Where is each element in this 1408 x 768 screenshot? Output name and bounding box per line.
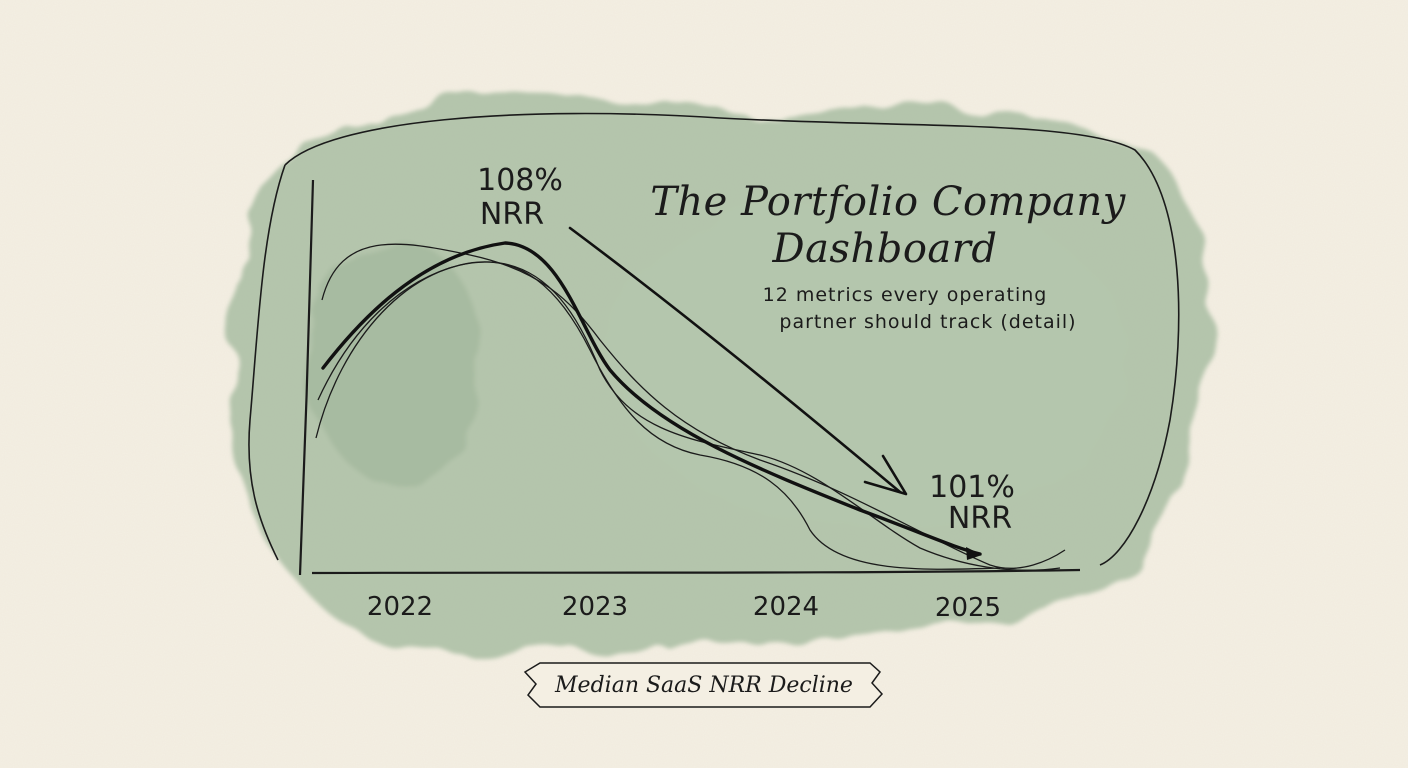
peak-metric-label: NRR xyxy=(480,197,544,232)
chart-title-line2: Dashboard xyxy=(772,226,998,272)
watercolor-wash xyxy=(224,97,1208,658)
sketch-line-3 xyxy=(315,261,1061,571)
chart-title: The Portfolio Company xyxy=(650,179,1127,225)
x-tick-2022: 2022 xyxy=(367,592,433,622)
chart-caption: Median SaaS NRR Decline xyxy=(554,673,853,698)
caption-banner xyxy=(523,662,884,708)
sketch-frame xyxy=(248,112,1180,566)
series-line-median-nrr xyxy=(321,241,982,556)
x-axis xyxy=(311,568,1081,575)
sketch-line-1 xyxy=(321,243,1066,569)
y-axis xyxy=(298,179,315,576)
end-value-label: 101% xyxy=(929,470,1015,505)
x-tick-2025: 2025 xyxy=(935,593,1001,623)
chart-subtitle-line1: 12 metrics every operating xyxy=(763,284,1048,306)
end-metric-label: NRR xyxy=(948,501,1012,536)
trend-arrow xyxy=(568,226,902,494)
x-tick-2024: 2024 xyxy=(753,592,819,622)
series-arrowhead xyxy=(966,547,982,560)
trend-arrowhead xyxy=(863,454,908,496)
peak-value-label: 108% xyxy=(477,163,563,198)
x-tick-2023: 2023 xyxy=(562,592,628,622)
chart-subtitle-line2: partner should track (detail) xyxy=(779,311,1076,333)
